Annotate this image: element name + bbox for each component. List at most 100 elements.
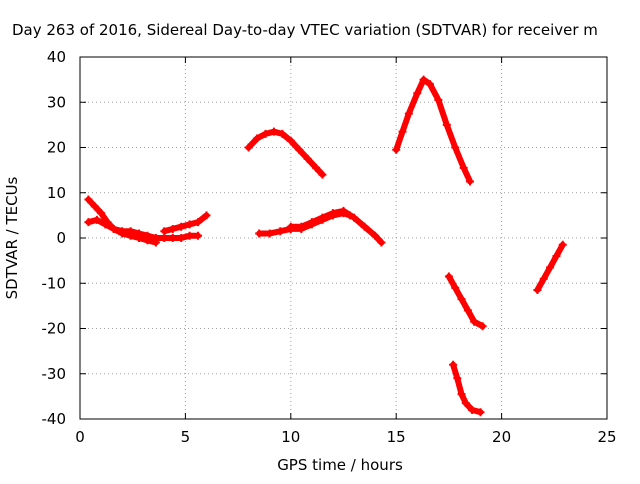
data-point (552, 252, 561, 261)
data-point (468, 405, 477, 414)
data-point (457, 295, 466, 304)
data-series (444, 272, 487, 331)
data-point (546, 263, 555, 272)
data-point (160, 227, 169, 236)
data-point (339, 206, 348, 215)
data-point (539, 274, 548, 283)
data-point (558, 240, 567, 249)
x-tick-label: 5 (181, 428, 191, 446)
y-tick-label: 20 (47, 139, 66, 157)
data-point (295, 145, 304, 154)
data-point (177, 234, 186, 242)
data-point (253, 134, 262, 143)
series-trace (450, 361, 484, 416)
data-point (457, 390, 466, 399)
data-series (392, 75, 474, 186)
data-point (463, 306, 472, 315)
data-point (444, 272, 453, 281)
data-point (425, 80, 434, 89)
data-point (434, 95, 443, 104)
data-series (533, 240, 567, 295)
data-series (286, 206, 386, 247)
data-point (312, 163, 321, 172)
y-tick-label: -30 (42, 365, 67, 383)
data-point (392, 145, 401, 154)
y-tick-label: 0 (56, 229, 66, 247)
chart-title: Day 263 of 2016, Sidereal Day-to-day VTE… (12, 21, 598, 39)
data-point (307, 218, 316, 227)
data-point (177, 222, 186, 231)
data-point (398, 127, 407, 136)
data-point (185, 220, 194, 229)
data-point (92, 215, 101, 224)
data-series (160, 211, 211, 236)
data-point (461, 399, 470, 408)
y-tick-label: 40 (47, 48, 66, 66)
data-point (286, 222, 295, 231)
data-point (286, 136, 295, 145)
x-tick-label: 20 (492, 428, 511, 446)
data-point (278, 129, 287, 138)
data-point (413, 89, 422, 98)
data-point (135, 229, 144, 238)
data-point (419, 75, 428, 84)
data-point (118, 227, 127, 236)
y-tick-label: 30 (47, 93, 66, 111)
data-point (244, 143, 253, 152)
data-point (404, 109, 413, 118)
y-axis-label: SDTVAR / TECUs (3, 176, 21, 299)
data-point (160, 234, 169, 242)
x-tick-label: 10 (281, 428, 300, 446)
data-series (244, 127, 327, 179)
series-trace (287, 207, 385, 246)
data-point (143, 231, 152, 240)
data-point (328, 209, 337, 218)
y-tick-label: -20 (42, 320, 67, 338)
data-series (84, 215, 203, 242)
data-point (470, 317, 479, 326)
data-point (265, 229, 274, 238)
data-point (533, 286, 542, 295)
x-tick-label: 25 (597, 428, 616, 446)
data-series (449, 360, 485, 417)
series-trace (445, 273, 486, 330)
data-point (318, 213, 327, 222)
data-point (97, 209, 106, 218)
x-axis-label: GPS time / hours (277, 456, 403, 474)
data-point (202, 211, 211, 220)
y-tick-label: 10 (47, 184, 66, 202)
data-point (476, 408, 485, 417)
data-point (360, 222, 369, 231)
axis-ticks: 0 5 10 15 20 25 -40 -30 -20 -10 0 10 20 30 40 (42, 48, 617, 446)
data-point (350, 213, 359, 222)
data-point (261, 129, 270, 138)
data-point (269, 127, 278, 136)
series-trace (245, 128, 326, 178)
data-point (303, 154, 312, 163)
series-trace (393, 76, 473, 185)
data-point (465, 177, 474, 186)
data-point (451, 283, 460, 292)
data-point (101, 220, 110, 229)
data-point (442, 120, 451, 129)
data-point (90, 202, 99, 211)
y-tick-label: -40 (42, 410, 67, 428)
data-point (276, 227, 285, 236)
data-point (371, 231, 380, 240)
data-point (84, 195, 93, 204)
data-point (377, 238, 386, 247)
data-point (459, 163, 468, 172)
y-tick-label: -10 (42, 274, 67, 292)
data-point (194, 231, 203, 240)
data-point (185, 231, 194, 240)
data-point (84, 218, 93, 227)
data-points (84, 75, 567, 417)
data-point (451, 143, 460, 152)
data-point (297, 222, 306, 231)
data-point (109, 224, 118, 233)
data-point (318, 170, 327, 179)
x-tick-label: 0 (75, 428, 85, 446)
data-point (126, 227, 135, 236)
